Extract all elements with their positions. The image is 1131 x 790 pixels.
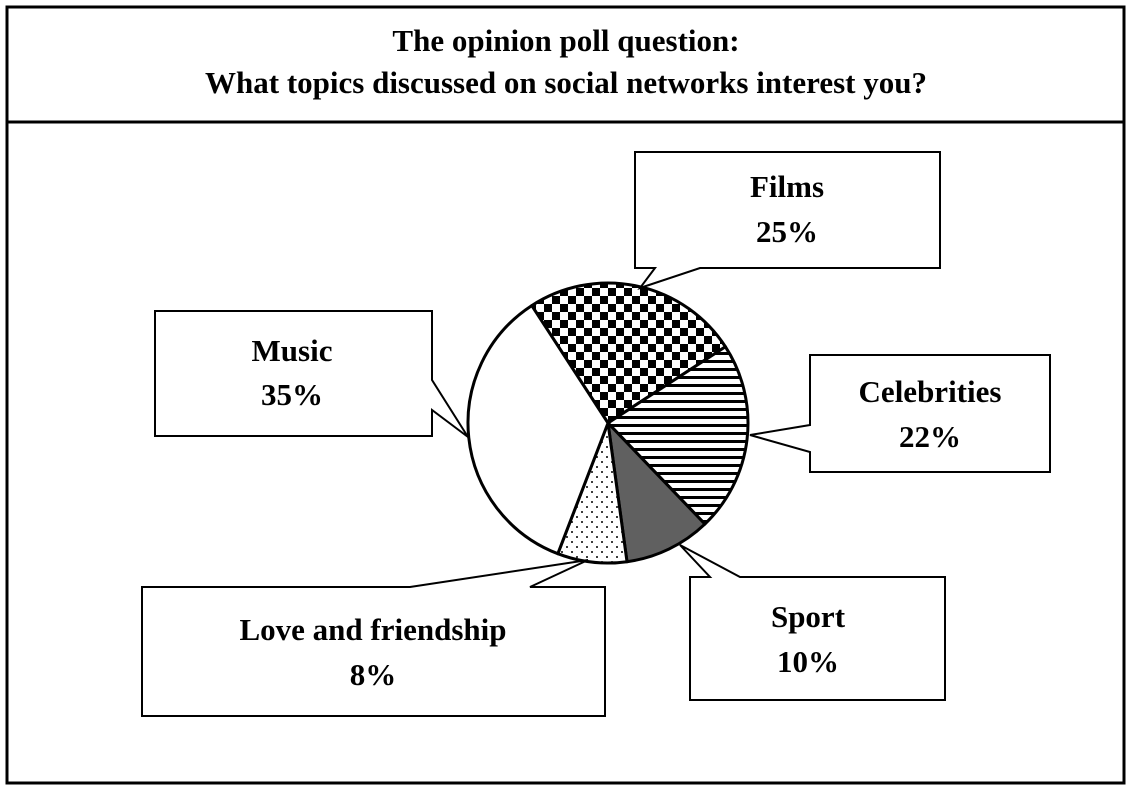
chart-title: The opinion poll question: [392, 23, 739, 58]
callout-box [154, 310, 469, 438]
callout-box [141, 559, 606, 717]
labels: Films 25% Celebrities 22% Sport 10% Love and f… [239, 169, 1001, 692]
pie-slice [606, 421, 707, 564]
category-label: Music [252, 333, 333, 368]
pie-slice [606, 345, 750, 526]
pie-slice [530, 281, 727, 425]
category-label: Celebrities [859, 374, 1002, 409]
category-label: Love and friendship [239, 612, 506, 647]
value-label: 22% [899, 419, 961, 454]
category-label: Sport [771, 599, 846, 634]
chart-subtitle: What topics discussed on social networks… [205, 65, 927, 100]
callout-box [634, 151, 941, 290]
pie-slice [466, 304, 610, 556]
callouts [141, 151, 1051, 717]
pie [466, 281, 750, 565]
callout-box [749, 354, 1051, 473]
value-label: 8% [350, 657, 397, 692]
callout-box [679, 544, 946, 701]
value-label: 10% [777, 644, 839, 679]
value-label: 25% [756, 214, 818, 249]
value-label: 35% [261, 377, 323, 412]
category-label: Films [750, 169, 824, 204]
